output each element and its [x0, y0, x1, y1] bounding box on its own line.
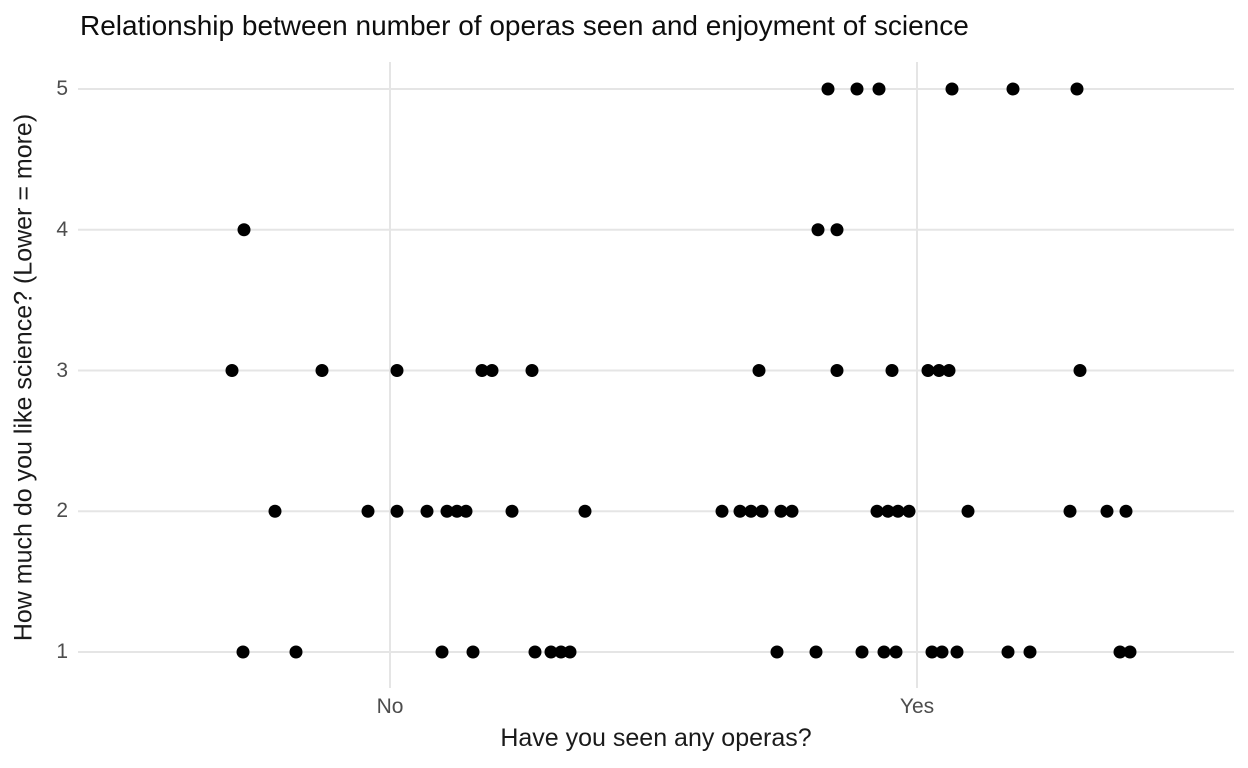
x-tick-label: Yes: [899, 695, 935, 718]
data-point: [435, 645, 449, 659]
y-tick-label: 1: [56, 640, 68, 663]
data-point: [877, 645, 891, 659]
data-point: [935, 645, 949, 659]
data-point: [744, 504, 758, 518]
x-tick-label: No: [376, 695, 404, 718]
data-point: [925, 645, 939, 659]
data-point: [715, 504, 729, 518]
data-point: [236, 645, 250, 659]
data-point: [961, 504, 975, 518]
data-point: [889, 645, 903, 659]
data-point: [942, 364, 956, 377]
y-tick-label: 5: [56, 77, 68, 100]
data-point: [361, 504, 375, 518]
data-point: [563, 645, 577, 659]
data-point: [1123, 645, 1137, 659]
data-point: [885, 364, 899, 377]
data-point: [544, 645, 558, 659]
data-point: [932, 364, 946, 377]
y-tick-label: 3: [56, 358, 68, 382]
x-axis-title: Have you seen any operas?: [500, 724, 812, 752]
data-point: [770, 645, 784, 659]
data-point: [855, 645, 869, 659]
data-point: [1023, 645, 1037, 659]
data-point: [578, 504, 592, 518]
data-point: [466, 645, 480, 659]
data-point: [850, 82, 864, 96]
data-point: [870, 504, 884, 518]
data-point: [809, 645, 823, 659]
data-point: [921, 364, 935, 377]
data-point: [1113, 645, 1127, 659]
data-point: [733, 504, 747, 518]
data-point: [237, 223, 251, 237]
data-point: [811, 223, 825, 237]
data-point: [485, 364, 499, 377]
data-point: [1100, 504, 1114, 518]
data-point: [268, 504, 282, 518]
data-point: [785, 504, 799, 518]
data-point: [475, 364, 489, 377]
data-point: [945, 82, 959, 96]
data-point: [752, 364, 766, 377]
data-point: [1070, 82, 1084, 96]
data-point: [1119, 504, 1133, 518]
data-point: [1063, 504, 1077, 518]
data-point: [821, 82, 835, 96]
data-point: [525, 364, 539, 377]
data-point: [528, 645, 542, 659]
data-point: [390, 364, 404, 377]
data-point: [755, 504, 769, 518]
data-point: [1006, 82, 1020, 96]
data-point: [390, 504, 404, 518]
y-tick-label: 4: [56, 217, 68, 241]
data-point: [872, 82, 886, 96]
y-tick-label: 2: [56, 499, 68, 523]
data-point: [450, 504, 464, 518]
data-point: [774, 504, 788, 518]
data-point: [505, 504, 519, 518]
data-point: [830, 223, 844, 237]
data-point: [225, 364, 239, 377]
data-point: [1001, 645, 1015, 659]
data-point: [315, 364, 329, 377]
data-point: [830, 364, 844, 377]
data-point: [950, 645, 964, 659]
data-point: [440, 504, 454, 518]
data-point: [459, 504, 473, 518]
data-point: [554, 645, 568, 659]
data-point: [902, 504, 916, 518]
data-point: [1073, 364, 1087, 377]
chart-title: Relationship between number of operas se…: [80, 10, 969, 41]
data-point: [420, 504, 434, 518]
data-point: [289, 645, 303, 659]
data-point: [881, 504, 895, 518]
data-point: [891, 504, 905, 518]
